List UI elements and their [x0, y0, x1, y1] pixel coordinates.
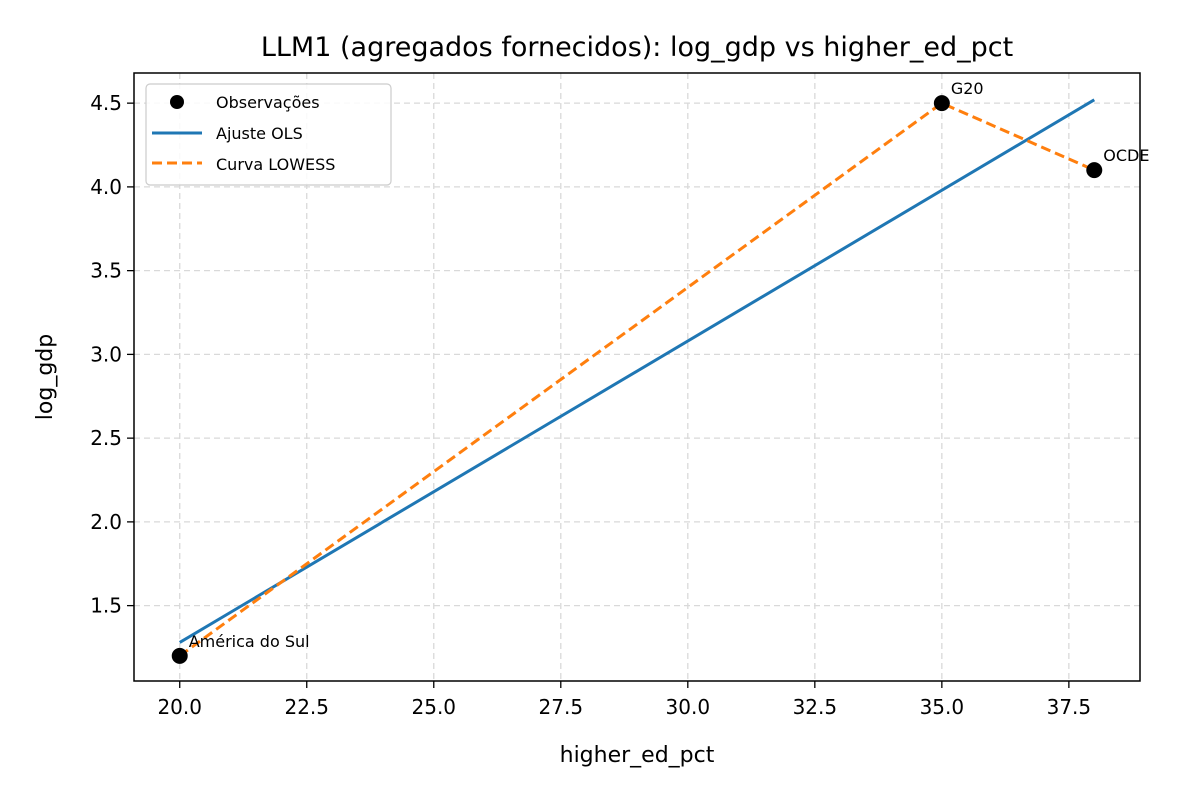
x-tick-label: 25.0: [412, 695, 457, 719]
x-axis-label: higher_ed_pct: [560, 743, 715, 768]
y-axis-ticks: 1.5 2.0 2.5 3.0 3.5 4.0 4.5: [90, 91, 134, 618]
legend-box: [145, 83, 392, 186]
point-label: G20: [951, 79, 984, 98]
legend-marker-observations: [170, 95, 184, 109]
y-tick-label: 2.0: [90, 510, 122, 534]
y-tick-label: 2.5: [90, 426, 122, 450]
data-point: [171, 647, 188, 664]
data-point: [933, 95, 950, 112]
y-tick-label: 1.5: [90, 594, 122, 618]
y-tick-label: 3.0: [90, 342, 122, 366]
series-lines: [178, 98, 1096, 658]
x-tick-label: 35.0: [920, 695, 965, 719]
x-tick-label: 32.5: [793, 695, 838, 719]
y-tick-label: 3.5: [90, 259, 122, 283]
legend-label-ols: Ajuste OLS: [216, 124, 303, 143]
point-label: América do Sul: [189, 632, 310, 651]
grid: [134, 73, 1140, 681]
chart-title: LLM1 (agregados fornecidos): log_gdp vs …: [261, 32, 1013, 63]
point-labels: América do Sul G20 OCDE: [189, 79, 1150, 651]
legend-label-observations: Observações: [216, 93, 320, 112]
x-tick-label: 27.5: [539, 695, 584, 719]
data-points: [171, 95, 1103, 664]
plot-area-frame: [133, 72, 1141, 682]
lowess-curve: [178, 101, 1095, 658]
x-tick-label: 22.5: [284, 695, 329, 719]
x-tick-label: 30.0: [666, 695, 711, 719]
y-tick-label: 4.0: [90, 175, 122, 199]
y-axis-label: log_gdp: [33, 334, 58, 420]
x-tick-label: 37.5: [1047, 695, 1092, 719]
data-point: [1086, 162, 1103, 179]
legend: Observações Ajuste OLS Curva LOWESS: [145, 83, 392, 186]
point-label: OCDE: [1103, 146, 1149, 165]
x-axis-ticks: 20.0 22.5 25.0 27.5 30.0 32.5 35.0 37.5: [157, 681, 1091, 719]
x-tick-label: 20.0: [157, 695, 202, 719]
y-tick-label: 4.5: [90, 91, 122, 115]
ols-fit-line: [178, 98, 1096, 644]
legend-label-lowess: Curva LOWESS: [216, 155, 335, 174]
